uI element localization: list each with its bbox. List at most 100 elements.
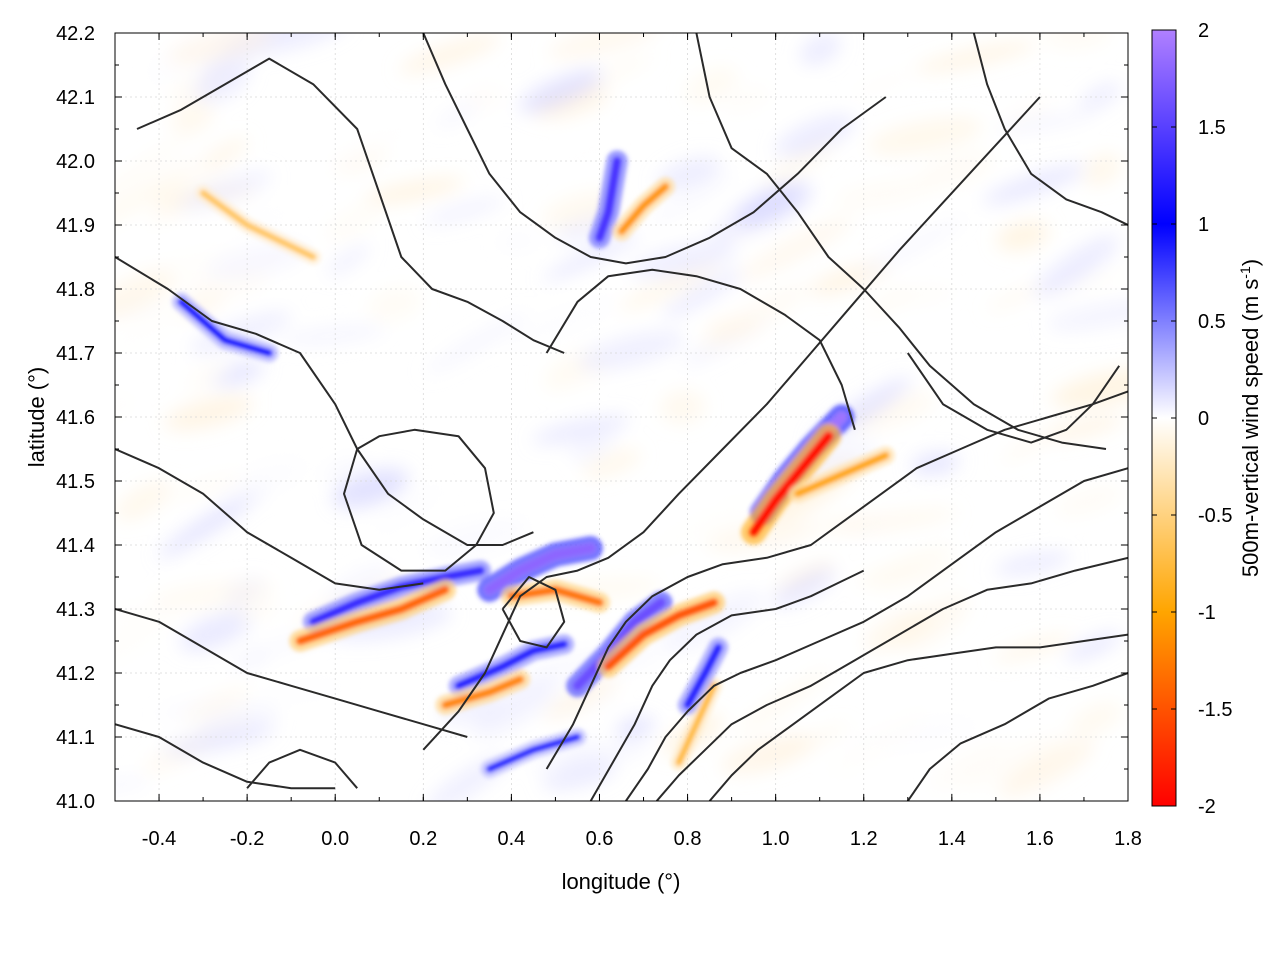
y-tick-label: 41.6: [56, 407, 95, 429]
texture-patch: [1043, 33, 1112, 50]
texture-patch: [578, 331, 685, 371]
texture-patch: [368, 286, 422, 322]
texture-patch: [473, 671, 561, 738]
downdraft-band-4: [604, 598, 719, 671]
texture-patch: [324, 202, 381, 242]
texture-patch: [179, 611, 252, 652]
x-tick-label: 1.8: [1114, 828, 1142, 850]
texture-patch: [619, 262, 720, 311]
texture-patch: [230, 651, 270, 670]
y-tick-label: 41.1: [56, 727, 95, 749]
downdraft-band-9: [200, 189, 317, 261]
downdraft-band-8: [675, 682, 718, 766]
y-axis-label: latitude (°): [24, 367, 49, 468]
contour-line: [246, 748, 358, 789]
texture-patch: [194, 60, 250, 103]
texture-patch: [115, 163, 197, 229]
texture-patch: [662, 269, 743, 319]
texture-patch: [532, 415, 631, 445]
texture-patch: [918, 150, 994, 190]
y-tick-label: 41.7: [56, 343, 95, 365]
updraft-band-6: [595, 156, 622, 242]
texture-patch: [648, 495, 756, 557]
colorbar-tick-label: 0: [1198, 408, 1209, 430]
texture-patch: [1065, 631, 1122, 661]
texture-patch: [1034, 235, 1119, 297]
texture-patch: [800, 33, 841, 66]
texture-patch: [206, 242, 308, 280]
y-tick-label: 41.0: [56, 791, 95, 813]
x-axis-label: longitude (°): [562, 869, 681, 894]
texture-patch: [660, 390, 705, 424]
texture-patch: [660, 591, 764, 652]
texture-patch: [210, 361, 265, 388]
texture-patch: [582, 449, 642, 478]
x-tick-label: -0.4: [142, 828, 176, 850]
contour-line: [115, 608, 468, 738]
colorbar-ticks: -2 -1.5 -1 -0.5 0 0.5 1 1.5 2: [1152, 20, 1232, 818]
colorbar-label: 500m-vertical wind speed (m s-1): [1237, 259, 1263, 577]
texture-patch: [738, 217, 853, 281]
y-axis-ticks: 41.0 41.1 41.2 41.3 41.4 41.5 41.6 41.7 41.8 41.9…: [56, 23, 1128, 813]
contour-line: [972, 33, 1128, 226]
x-tick-label: 0.4: [497, 828, 525, 850]
colorbar-tick-label: -2: [1198, 796, 1216, 818]
texture-patch: [193, 266, 300, 300]
texture-patch: [533, 85, 609, 119]
plot-area: -0.4 -0.2 0.0 0.2 0.4 0.6 0.8 1.0 1.2 1.4 1.6 1.8 4…: [56, 23, 1142, 850]
texture-patch: [221, 457, 306, 502]
texture-patch: [570, 427, 615, 462]
colorbar-tick-label: 1.5: [1198, 117, 1226, 139]
texture-patch: [723, 85, 771, 114]
contour-line: [906, 352, 1121, 444]
colorbar: -2 -1.5 -1 -0.5 0 0.5 1 1.5 2 500m-vertical wind…: [1151, 20, 1263, 818]
texture-patch: [503, 297, 617, 349]
texture-patch: [753, 72, 809, 111]
updraft-band-3: [454, 640, 568, 690]
texture-patch: [185, 687, 251, 721]
y-tick-label: 41.4: [56, 535, 95, 557]
texture-patch: [399, 34, 501, 74]
texture-patch: [115, 136, 188, 211]
downdraft-band-7: [617, 182, 670, 236]
texture-patch: [324, 121, 412, 174]
texture-patch: [547, 33, 660, 59]
texture-patch: [870, 563, 961, 590]
colorbar-tick-label: 1: [1198, 214, 1209, 236]
contour-line: [115, 448, 424, 591]
x-tick-label: 1.0: [762, 828, 790, 850]
contour-line: [708, 633, 1128, 801]
texture-patch: [955, 733, 1072, 789]
y-tick-label: 42.0: [56, 151, 95, 173]
contour-line: [545, 390, 1128, 770]
colorbar-tick-label: -0.5: [1198, 505, 1232, 527]
y-tick-label: 42.1: [56, 87, 95, 109]
texture-patch: [994, 551, 1071, 576]
texture-patch: [832, 509, 958, 533]
y-tick-label: 41.2: [56, 663, 95, 685]
texture-patch: [929, 741, 1004, 790]
texture-patch: [775, 114, 856, 157]
texture-patch: [1046, 299, 1128, 331]
texture-patch: [1055, 485, 1123, 517]
texture-patch: [868, 117, 983, 155]
texture-patch: [169, 472, 253, 500]
downdraft-band-1: [295, 585, 450, 646]
texture-patch: [158, 486, 267, 559]
texture-patch: [128, 217, 217, 243]
texture-patch: [152, 580, 276, 610]
y-tick-label: 41.9: [56, 215, 95, 237]
x-axis-ticks: -0.4 -0.2 0.0 0.2 0.4 0.6 0.8 1.0 1.2 1.4 1.6 1.8: [114, 33, 1142, 850]
contour-line: [115, 256, 534, 546]
contour-line: [501, 576, 566, 649]
updraft-band-2: [484, 543, 596, 595]
texture-patch: [280, 325, 386, 346]
colorbar-tick-label: 2: [1198, 20, 1209, 42]
texture-patch: [735, 181, 812, 228]
texture-patch: [857, 217, 965, 278]
texture-patch: [115, 281, 224, 351]
x-tick-label: 0.8: [674, 828, 702, 850]
texture-patch: [423, 197, 506, 225]
texture-patch: [914, 41, 1037, 73]
texture-patch: [631, 241, 737, 279]
